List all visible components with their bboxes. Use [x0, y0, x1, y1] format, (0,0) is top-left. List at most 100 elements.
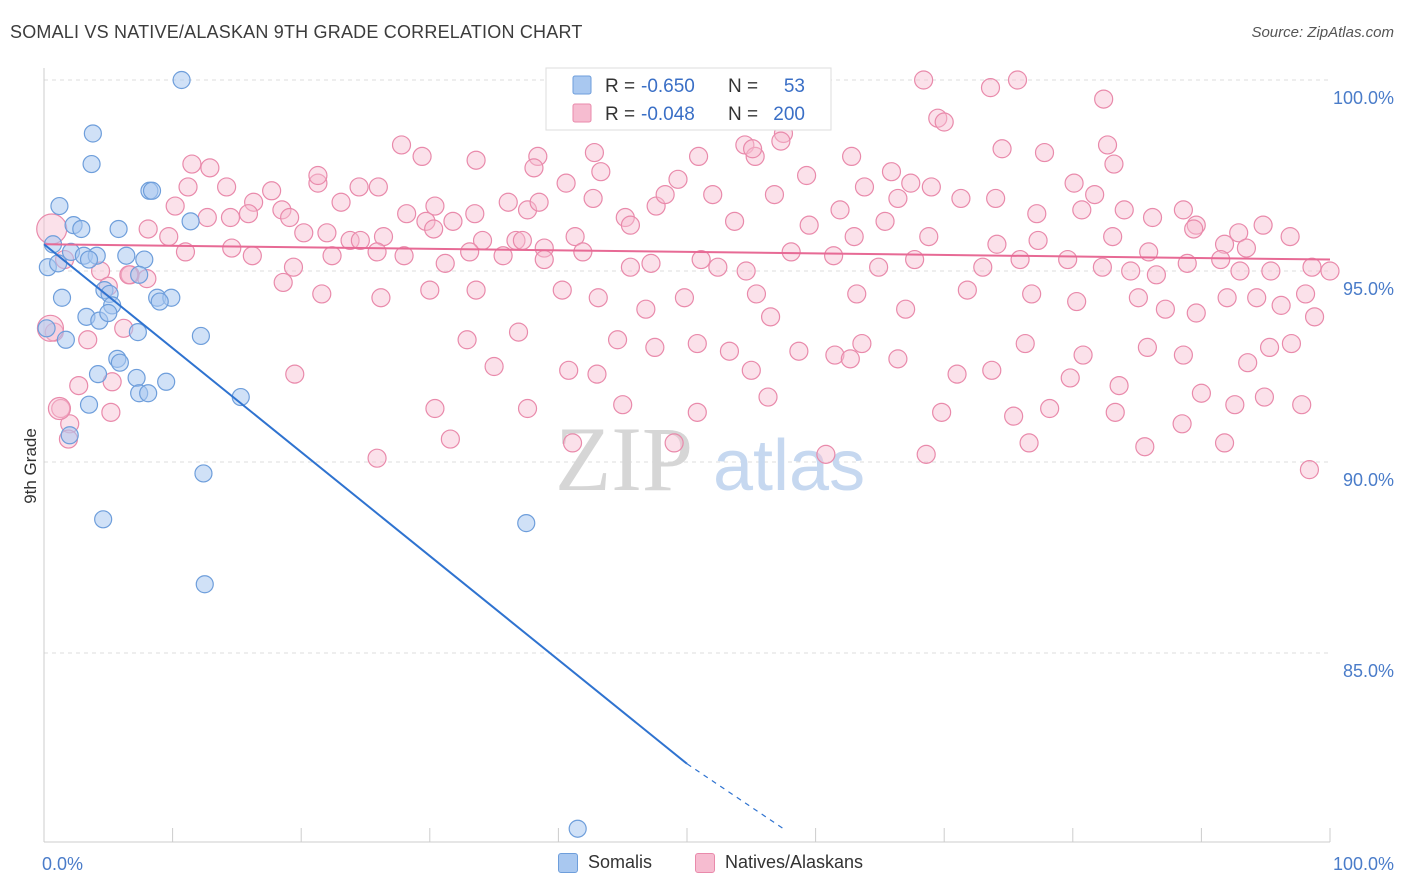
legend-label-somalis: Somalis [588, 852, 653, 872]
data-point-native [371, 288, 391, 308]
data-point-somali [191, 326, 210, 346]
data-point-native [934, 112, 954, 132]
data-point-native [1092, 257, 1112, 277]
data-point-native [1114, 200, 1134, 220]
data-point-native [796, 165, 817, 186]
data-point-native [588, 288, 608, 308]
legend-swatch-natives [572, 103, 592, 123]
y-tick-label: 100.0% [1333, 88, 1394, 108]
data-point-native [1128, 288, 1148, 308]
data-point-native [1230, 261, 1250, 281]
data-point-somali [82, 154, 101, 174]
data-point-native [980, 78, 1001, 98]
data-point-native [1064, 173, 1084, 193]
data-point-native [875, 211, 895, 231]
data-point-native [1211, 249, 1231, 270]
data-point-native [517, 398, 538, 419]
data-point-native [556, 173, 576, 193]
data-point-native [687, 402, 707, 422]
data-point-native [565, 227, 585, 247]
data-point-somali [157, 372, 176, 391]
data-point-native [498, 192, 518, 212]
data-point-native [368, 177, 388, 197]
data-point-somali [56, 330, 75, 349]
data-point-native [758, 387, 778, 407]
data-point-native [869, 257, 889, 277]
watermark-atlas: atlas [713, 426, 865, 506]
legend-item-somalis: Somalis [558, 852, 652, 873]
data-point-native [420, 280, 440, 300]
data-point-somali [83, 124, 102, 143]
axes-layer [43, 68, 1331, 843]
data-point-native [957, 280, 977, 300]
data-point-native [340, 230, 360, 251]
data-point-native [668, 169, 688, 189]
data-point-native [1292, 395, 1312, 415]
data-point-native [47, 396, 72, 421]
data-point-native [534, 249, 554, 270]
data-point-native [175, 242, 196, 262]
data-point-native [244, 192, 264, 212]
data-point-native [1259, 337, 1280, 357]
legend-r-value: -0.650 [641, 76, 695, 97]
data-point-native [830, 200, 850, 220]
data-point-native [69, 376, 89, 396]
data-point-native [425, 398, 445, 419]
data-point-native [986, 188, 1006, 209]
data-point-native [443, 211, 463, 231]
data-point-native [1146, 265, 1166, 285]
data-point-native [1254, 387, 1275, 407]
legend-n-value: 200 [773, 104, 805, 125]
data-point-native [457, 330, 477, 350]
data-point-native [308, 173, 328, 193]
data-point-native [102, 372, 122, 392]
data-point-native [973, 257, 993, 277]
data-point-somali [94, 510, 113, 529]
somali-points [37, 70, 587, 838]
data-point-native [331, 192, 351, 212]
data-point-native [294, 223, 314, 243]
data-point-native [1135, 437, 1155, 457]
data-point-native [816, 444, 836, 464]
data-point-somali [139, 384, 158, 403]
data-point-somali [110, 353, 129, 372]
data-point-native [1302, 257, 1322, 277]
data-point-native [741, 360, 761, 380]
y-tick-label: 90.0% [1343, 470, 1394, 490]
data-point-native [367, 242, 387, 262]
data-point-somali [194, 464, 213, 483]
data-point-native [947, 364, 967, 384]
data-point-native [138, 219, 158, 239]
data-point-native [440, 429, 460, 449]
data-point-native [951, 188, 971, 209]
data-point-native [552, 280, 572, 300]
data-point-native [1103, 227, 1123, 247]
legend-r-value: -0.048 [641, 104, 695, 125]
data-point-native [840, 349, 860, 369]
data-point-native [1173, 345, 1193, 365]
data-point-native [197, 207, 217, 228]
data-point-native [1238, 353, 1258, 373]
y-tick-label: 95.0% [1343, 279, 1394, 299]
data-point-native [460, 242, 480, 262]
data-point-native [789, 341, 809, 361]
data-point-native [881, 162, 902, 182]
y-axis-label: 9th Grade [21, 428, 40, 504]
data-point-native [591, 162, 611, 182]
data-point-native [272, 200, 292, 220]
data-point-somali [142, 181, 162, 200]
legend-n-label: N = [728, 76, 758, 97]
data-point-native [1299, 460, 1320, 480]
trend-line-somalis-extension [686, 763, 784, 830]
trend-line-natives [43, 243, 1331, 261]
watermark-zip: ZIP [555, 408, 693, 510]
data-point-native [842, 146, 862, 166]
data-point-native [992, 139, 1012, 159]
data-point-native [312, 284, 332, 304]
data-point-native [78, 330, 98, 350]
source-credit: Source: ZipAtlas.com [1251, 24, 1394, 41]
data-point-native [583, 188, 603, 209]
data-point-native [708, 257, 728, 277]
data-point-native [1094, 89, 1114, 109]
data-point-native [655, 185, 675, 205]
